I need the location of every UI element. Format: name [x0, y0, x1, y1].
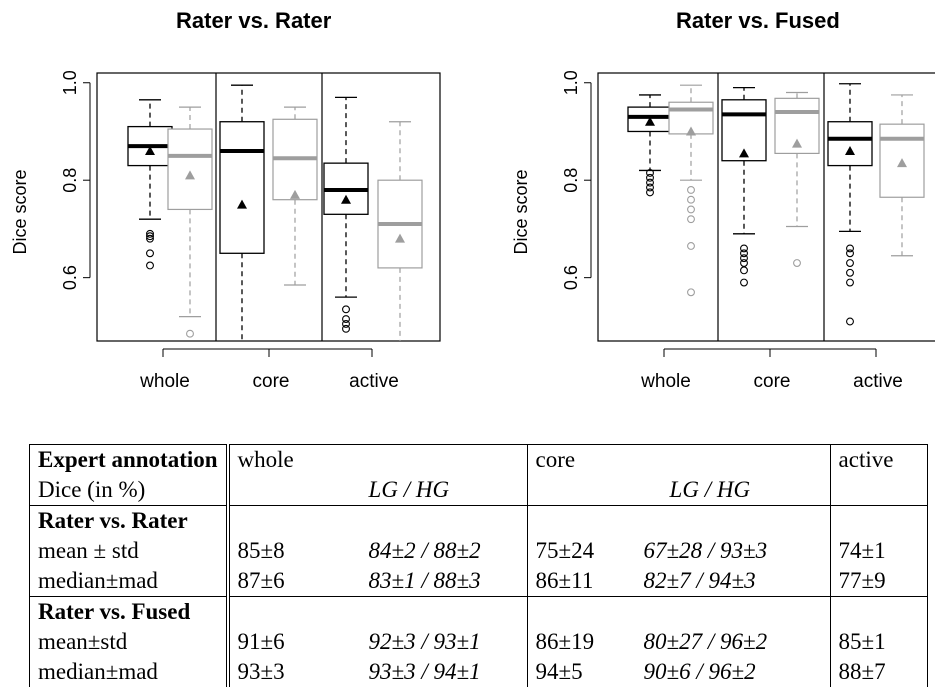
header-col-core: core: [526, 444, 636, 475]
sub-col-whole: LG / HG: [368, 477, 450, 502]
y-tick-label: 1.0: [60, 70, 80, 95]
mean-marker: [686, 126, 696, 136]
section-row-rater-rater: Rater vs. Rater: [28, 505, 928, 536]
x-tick-label: active: [853, 371, 903, 392]
mean-marker: [897, 158, 907, 168]
mean-marker: [792, 138, 802, 148]
outlier-point: [687, 242, 695, 250]
header-sub: Dice (in %): [28, 475, 230, 506]
y-tick-label: 0.8: [60, 168, 80, 193]
box-whole-gray: [668, 84, 714, 297]
outlier-point: [646, 168, 654, 177]
outlier-point: [342, 305, 350, 314]
box-core-gray: [272, 106, 318, 286]
box-core-black: [721, 86, 767, 287]
outlier-point: [740, 266, 748, 275]
outlier-point: [342, 315, 350, 324]
results-table: Expert annotation whole core active Dice…: [28, 444, 928, 687]
outlier-point: [687, 185, 695, 194]
x-tick-label: core: [253, 371, 290, 392]
outlier-point: [146, 232, 154, 241]
mean-marker: [341, 194, 351, 204]
outlier-point: [342, 319, 350, 328]
outlier-point: [146, 261, 154, 270]
outlier-point: [846, 244, 854, 253]
outlier-point: [342, 324, 350, 333]
box-whole-black: [627, 94, 673, 197]
outlier-point: [646, 178, 654, 187]
mean-marker: [290, 189, 300, 199]
section-rater-rater: Rater vs. Rater: [28, 505, 230, 536]
y-tick-label: 0.8: [561, 168, 581, 193]
outlier-point: [846, 268, 854, 277]
mean-marker: [145, 145, 155, 155]
outlier-point: [740, 278, 748, 287]
box-whole-gray: [167, 106, 213, 338]
outlier-point: [687, 205, 695, 214]
plot-frame: [597, 72, 935, 342]
table-row: median±mad 87±6 83±1 / 88±3 86±11 82±7 /…: [28, 566, 928, 597]
box-active-gray: [879, 94, 925, 257]
chart-title-left: Rater vs. Rater: [176, 8, 332, 33]
mean-marker: [739, 148, 749, 158]
y-axis-label: Dice score: [10, 169, 30, 254]
outlier-point: [846, 278, 854, 287]
box-core-gray: [774, 91, 820, 267]
box-iqr: [167, 128, 213, 211]
box-active-black: [827, 83, 873, 326]
table-row: mean±std 91±6 92±3 / 93±1 86±19 80±27 / …: [28, 627, 928, 657]
outlier-point: [740, 259, 748, 267]
outlier-point: [687, 195, 695, 204]
plot-frame: [96, 72, 441, 342]
outlier-point: [846, 317, 854, 326]
outlier-point: [687, 215, 695, 224]
outlier-point: [740, 254, 748, 263]
outlier-point: [793, 259, 801, 267]
table-row: median±mad 93±3 93±3 / 94±1 94±5 90±6 / …: [28, 657, 928, 687]
outlier-point: [146, 234, 154, 243]
section-rater-fused: Rater vs. Fused: [28, 596, 230, 627]
outlier-point: [846, 259, 854, 267]
y-tick-label: 1.0: [561, 70, 581, 95]
mean-marker: [395, 233, 405, 243]
mean-marker: [237, 199, 247, 209]
box-active-gray: [377, 121, 423, 341]
outlier-point: [146, 249, 154, 258]
outlier-point: [687, 288, 695, 297]
mean-marker: [845, 145, 855, 155]
y-tick-label: 0.6: [561, 265, 581, 290]
section-row-rater-fused: Rater vs. Fused: [28, 596, 928, 627]
mean-marker: [645, 116, 655, 126]
header-col-active: active: [829, 444, 928, 475]
outlier-point: [646, 173, 654, 182]
sub-col-core: LG / HG: [669, 477, 751, 502]
table-header-row: Expert annotation whole core active: [28, 444, 928, 475]
outlier-point: [740, 249, 748, 258]
x-tick-label: whole: [139, 371, 190, 392]
boxplot-panels: 0.6 0.8 1.0 Dice score whole core active 0.6 0.8…: [10, 70, 935, 392]
box-whole-black: [127, 99, 173, 270]
box-iqr: [219, 121, 265, 254]
mean-marker: [185, 170, 195, 180]
table-subheader-row: Dice (in %) LG / HG LG / HG: [28, 475, 928, 506]
outlier-point: [740, 244, 748, 253]
y-tick-label: 0.6: [60, 265, 80, 290]
outlier-point: [186, 329, 194, 338]
box-active-black: [323, 96, 369, 333]
x-tick-label: whole: [640, 371, 691, 392]
box-core-black: [219, 84, 265, 341]
outlier-point: [646, 188, 654, 197]
header-col-whole: whole: [227, 444, 361, 475]
outlier-point: [146, 229, 154, 238]
outlier-point: [846, 249, 854, 258]
box-iqr: [827, 121, 873, 167]
x-tick-label: active: [349, 371, 399, 392]
chart-title-right: Rater vs. Fused: [676, 8, 840, 33]
header-label: Expert annotation: [28, 444, 230, 475]
outlier-point: [646, 183, 654, 192]
y-axis-label: Dice score: [511, 169, 531, 254]
table-row: mean ± std 85±8 84±2 / 88±2 75±24 67±28 …: [28, 536, 928, 566]
x-tick-label: core: [754, 371, 791, 392]
